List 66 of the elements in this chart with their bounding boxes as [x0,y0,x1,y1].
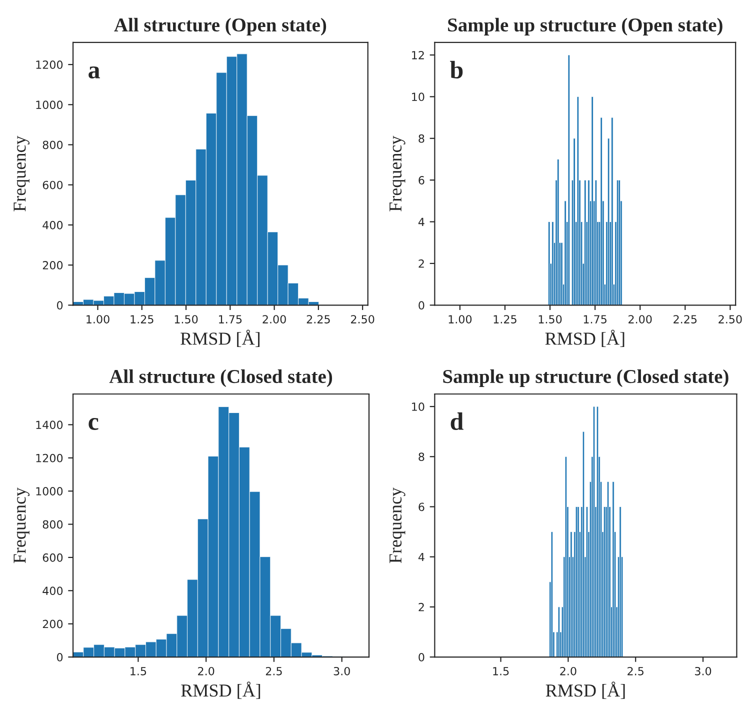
y-tick-label: 400 [42,586,63,596]
y-tick-label: 400 [42,220,63,230]
y-tick-label: 1000 [36,100,63,110]
y-tick-label: 2 [418,602,424,612]
x-tick-label: 2.0 [560,666,576,676]
y-tick-label: 6 [418,502,424,512]
annotation: a [88,66,100,78]
x-tick-label: 2.50 [718,315,742,324]
x-tick-label: 2.25 [306,315,330,324]
x-axis-title: RMSD [Å] [180,330,260,348]
x-tick-label: 2.0 [198,666,214,676]
x-tick-label: 2.00 [628,315,652,324]
y-tick-label: 10 [412,402,424,411]
y-tick-label: 0 [418,301,424,310]
y-tick-label: 12 [412,50,424,60]
x-tick-label: 2.25 [674,315,697,324]
chart-title: All structure (Open state) [114,18,326,36]
y-tick-label: 800 [42,520,63,529]
x-tick-label: 3.0 [695,666,712,676]
x-tick-label: 1.50 [538,315,562,324]
y-tick-label: 600 [42,553,63,562]
y-tick-label: 600 [42,180,63,190]
y-tick-label: 1000 [36,487,63,496]
y-tick-label: 200 [42,261,63,270]
x-tick-label: 1.75 [584,315,606,324]
y-tick-label: 0 [56,653,63,662]
annotation: d [450,412,464,430]
y-axis-title: Frequency [390,487,406,564]
y-axis-title: Frequency [14,136,30,212]
x-axis-title: RMSD [Å] [181,682,260,699]
x-tick-label: 1.00 [448,315,472,324]
y-tick-label: 8 [418,452,424,462]
y-tick-label: 1200 [36,60,63,69]
chart-title: All structure (Closed state) [109,369,332,388]
x-axis-title: RMSD [Å] [545,330,624,348]
chart-title: Sample up structure (Closed state) [443,369,728,388]
y-tick-label: 1200 [36,454,63,462]
y-tick-label: 800 [42,140,63,150]
x-tick-label: 1.25 [494,315,516,324]
x-tick-label: 2.50 [351,315,374,324]
x-tick-label: 2.5 [266,666,282,676]
x-tick-label: 1.25 [130,315,154,324]
y-tick-label: 8 [418,134,424,143]
x-axis-title: RMSD [Å] [546,682,625,699]
x-tick-label: 1.5 [130,667,146,676]
y-tick-label: 4 [418,552,424,562]
y-tick-label: 1400 [36,420,63,430]
annotation: c [88,418,98,430]
y-tick-label: 2 [418,259,424,268]
y-tick-label: 4 [418,218,424,226]
x-tick-label: 1.50 [174,315,198,324]
x-tick-label: 1.00 [86,315,110,324]
y-tick-label: 0 [56,301,63,310]
x-tick-label: 2.00 [262,315,286,324]
x-tick-label: 1.5 [493,667,509,676]
y-axis-title: Frequency [14,487,30,564]
y-tick-label: 0 [418,653,424,662]
chart-title: Sample up structure (Open state) [448,18,722,36]
y-tick-label: 6 [418,176,424,184]
y-tick-label: 10 [412,92,424,102]
y-tick-label: 200 [42,620,63,628]
annotation: b [450,60,463,78]
x-tick-label: 3.0 [334,666,350,676]
x-tick-label: 2.5 [628,666,644,676]
y-axis-title: Frequency [390,136,406,212]
x-tick-label: 1.75 [219,315,242,324]
